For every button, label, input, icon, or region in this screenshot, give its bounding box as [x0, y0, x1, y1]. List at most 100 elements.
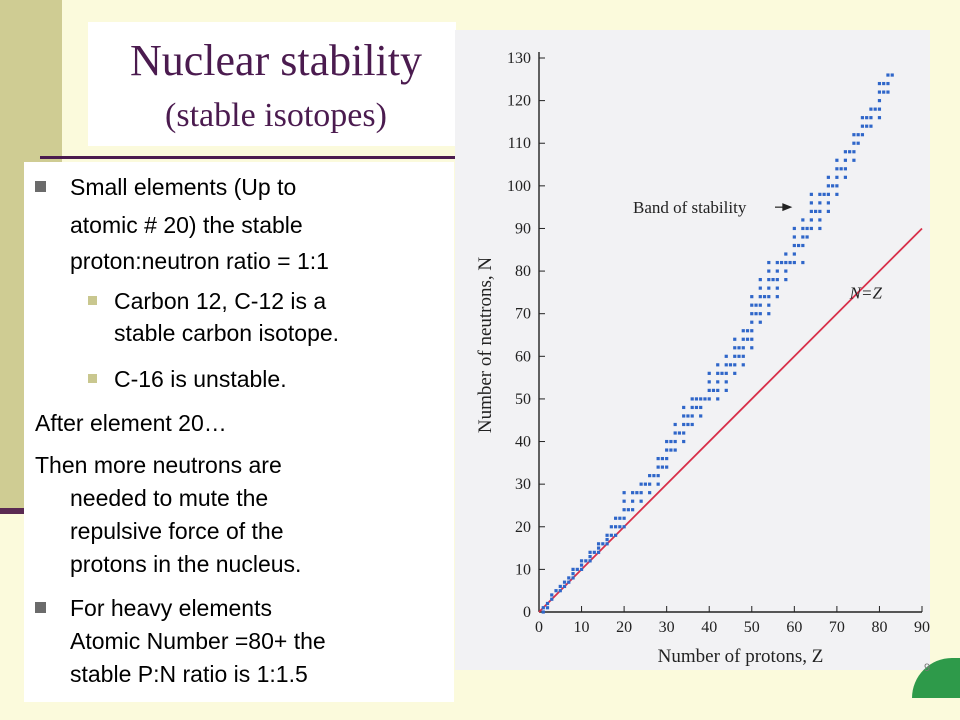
stable-isotope-point [622, 491, 626, 495]
stable-isotope-point [656, 482, 660, 486]
y-tick-label: 130 [507, 50, 531, 67]
stable-isotope-point [579, 563, 584, 567]
stable-isotope-point [728, 363, 733, 367]
stable-isotope-point [673, 431, 677, 435]
stable-isotope-point [673, 448, 677, 452]
stable-isotope-point [801, 235, 805, 239]
stable-isotope-point [669, 439, 673, 444]
stable-isotope-point [673, 439, 677, 444]
stable-isotope-point [690, 397, 694, 401]
stable-isotope-point [609, 525, 613, 529]
stable-isotope-point [750, 303, 754, 307]
stable-isotope-point [792, 252, 796, 256]
stable-isotope-point [716, 380, 720, 384]
stable-isotope-point [767, 269, 771, 273]
stable-isotope-point [643, 482, 647, 486]
stable-isotope-point [562, 580, 567, 584]
y-tick-label: 100 [507, 178, 531, 195]
stable-isotope-point [762, 295, 767, 299]
x-tick-label: 20 [616, 619, 632, 636]
stable-isotope-point [724, 371, 728, 375]
stable-isotope-point [750, 295, 754, 299]
stable-isotope-point [826, 192, 830, 196]
stable-isotope-point [805, 226, 809, 231]
stable-isotope-point [558, 589, 562, 593]
stable-isotope-point [596, 542, 601, 546]
sub-bullet-1-line-1: Carbon 12, C-12 is a [114, 288, 327, 314]
stable-isotope-point [716, 388, 720, 392]
y-tick-label: 50 [515, 391, 531, 408]
n-equals-z-line [538, 227, 923, 613]
sub-bullet-square-icon [88, 374, 97, 383]
stable-isotope-point [682, 439, 686, 444]
stable-isotope-point [745, 337, 750, 341]
stable-isotope-point [690, 405, 694, 410]
stable-isotope-point [596, 550, 601, 554]
y-tick-label: 20 [515, 519, 531, 536]
stable-isotope-point [758, 320, 762, 324]
stable-isotope-point [860, 133, 865, 137]
stable-isotope-point [716, 397, 720, 401]
stable-isotope-point [818, 192, 822, 196]
stable-isotope-point [724, 363, 728, 367]
stable-isotope-point [677, 431, 682, 435]
stable-isotope-point [614, 533, 618, 537]
stable-isotope-point [779, 260, 784, 265]
stable-isotope-point [835, 158, 839, 162]
stable-isotope-point [733, 346, 737, 350]
bullet-1-line-3: proton:neutron ratio = 1:1 [70, 248, 329, 274]
x-tick-label: 50 [744, 619, 760, 636]
stable-isotope-point [741, 354, 745, 358]
stable-isotope-point [724, 388, 728, 392]
stable-isotope-point [652, 474, 656, 478]
stable-isotope-point [771, 278, 775, 282]
stable-isotope-point [877, 90, 882, 94]
stable-isotope-point [873, 107, 877, 111]
stable-isotope-point [639, 482, 643, 486]
stable-isotope-point [877, 116, 882, 120]
y-tick-label: 40 [515, 434, 531, 451]
stable-isotope-point [720, 371, 724, 375]
stable-isotope-point [639, 499, 643, 503]
stable-isotope-point [843, 175, 847, 179]
stable-isotope-point [886, 73, 890, 77]
stable-isotope-point [826, 201, 830, 205]
y-axis-label: Number of neutrons, N [475, 257, 496, 434]
x-tick-label: 70 [829, 619, 845, 636]
stable-isotope-point [784, 269, 788, 273]
stable-isotope-point [682, 414, 686, 418]
x-tick-label: 30 [659, 619, 675, 636]
stable-isotope-point [707, 371, 711, 375]
stable-isotope-point [605, 542, 609, 546]
stable-isotope-point [622, 499, 626, 503]
stable-isotope-point [665, 456, 669, 461]
stable-isotope-point [767, 295, 771, 299]
stable-isotope-point [877, 107, 882, 111]
stable-isotope-point [733, 354, 737, 358]
stable-isotope-point [579, 567, 584, 571]
stable-isotope-point [545, 601, 550, 606]
stable-isotope-point [733, 363, 737, 367]
stable-isotope-point [699, 414, 703, 418]
stable-isotope-point [707, 380, 711, 384]
slide-subtitle: (stable isotopes) [165, 97, 387, 134]
stable-isotope-point [758, 278, 762, 282]
stable-isotope-point [733, 371, 737, 375]
stable-isotope-point [877, 81, 882, 86]
stable-isotope-point [758, 295, 762, 299]
page-number: 9 [924, 662, 931, 674]
stable-isotope-point [609, 533, 613, 537]
stable-isotope-point [571, 567, 575, 571]
stable-isotope-point [826, 184, 830, 188]
sub-bullet-square-icon [88, 296, 97, 305]
band-of-stability-label: Band of stability [633, 198, 747, 217]
stable-isotope-point [694, 405, 699, 410]
stable-isotope-point [605, 533, 609, 537]
y-tick-label: 110 [508, 135, 531, 152]
stable-isotope-point [541, 610, 545, 614]
bullet-2-line-1: For heavy elements [70, 595, 272, 621]
bullet-square-icon [35, 602, 46, 613]
stable-isotope-point [750, 320, 754, 324]
bullet-square-icon [35, 181, 46, 192]
stable-isotope-point [775, 286, 779, 290]
